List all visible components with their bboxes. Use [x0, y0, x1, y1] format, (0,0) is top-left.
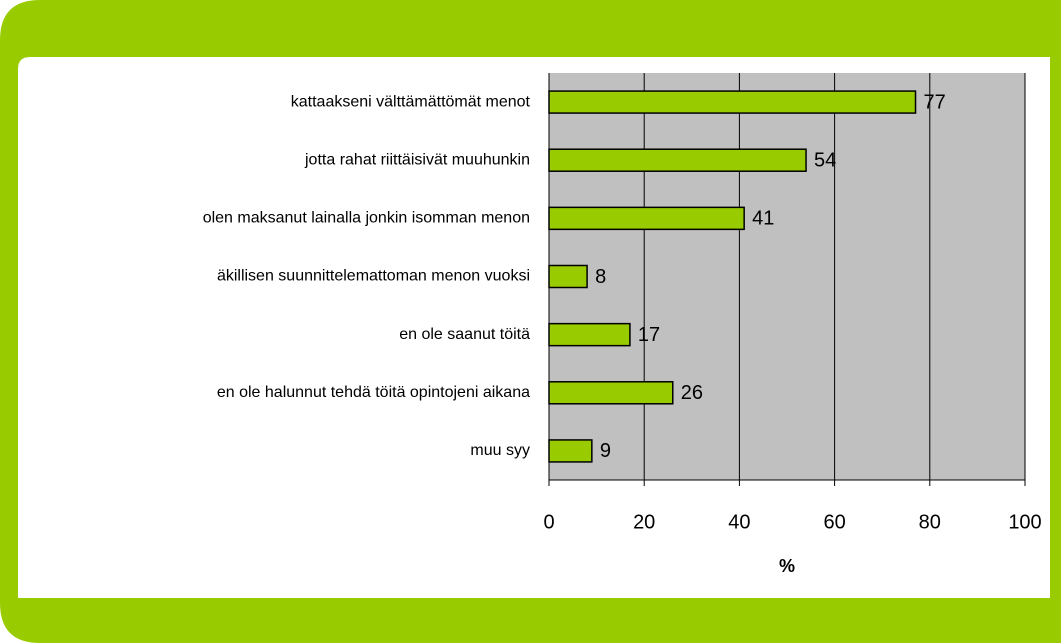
- value-label: 17: [638, 324, 660, 346]
- bar: [548, 90, 917, 114]
- y-tick-label: kattaakseni välttämättömät menot: [291, 93, 531, 110]
- y-tick-label: olen maksanut lainalla jonkin isomman me…: [203, 210, 530, 227]
- x-tick-label: 0: [543, 511, 554, 533]
- x-tick-label: 60: [823, 511, 845, 533]
- bar: [548, 148, 807, 172]
- y-tick-label: muu syy: [470, 442, 530, 459]
- value-label: 54: [814, 149, 836, 171]
- y-tick-label: en ole halunnut tehdä töitä opintojeni a…: [217, 384, 530, 401]
- x-tick-label: 40: [728, 511, 750, 533]
- bar: [548, 206, 745, 231]
- bar: [548, 381, 674, 405]
- value-label: 8: [595, 266, 606, 288]
- value-label: 26: [681, 382, 703, 404]
- bar: [548, 439, 593, 463]
- bar: [548, 322, 631, 347]
- value-label: 41: [752, 208, 774, 230]
- y-tick-label: jotta rahat riittäisivät muuhunkin: [304, 151, 530, 168]
- bar: [548, 264, 588, 289]
- value-label: 9: [600, 440, 611, 462]
- plot-area: [549, 73, 1025, 480]
- x-tick-label: 80: [919, 511, 941, 533]
- value-label: 77: [924, 91, 946, 113]
- y-tick-label: en ole saanut töitä: [399, 326, 530, 343]
- x-tick-label: 100: [1008, 511, 1041, 533]
- x-axis-label: %: [779, 556, 795, 576]
- x-tick-label: 20: [633, 511, 655, 533]
- y-tick-label: äkillisen suunnittelemattoman menon vuok…: [217, 268, 530, 285]
